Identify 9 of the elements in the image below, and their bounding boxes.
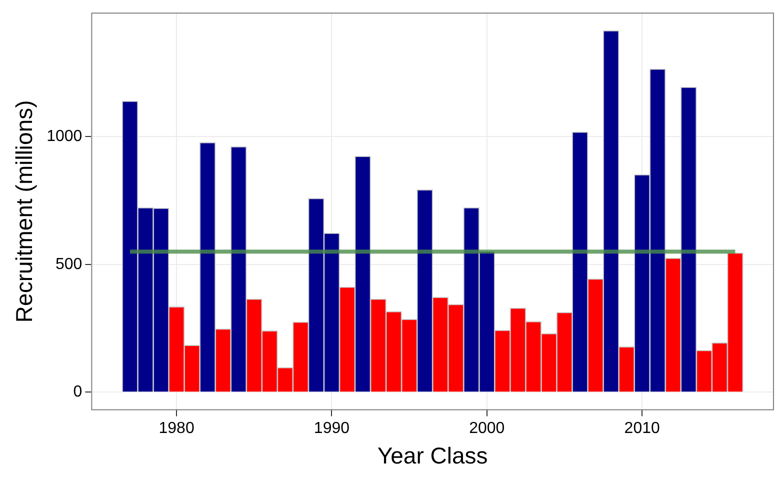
x-tick-label: 1980 (158, 420, 194, 438)
y-axis-title: Recruitment (millions) (11, 100, 38, 323)
x-tick-label: 2000 (469, 420, 505, 438)
y-tick-label: 0 (73, 383, 82, 400)
y-tick-label: 500 (55, 256, 82, 273)
x-tick-label: 1990 (314, 420, 350, 438)
x-axis-title: Year Class (377, 442, 488, 469)
x-tick-label: 2010 (624, 420, 660, 438)
y-tick-label: 1000 (46, 128, 82, 146)
